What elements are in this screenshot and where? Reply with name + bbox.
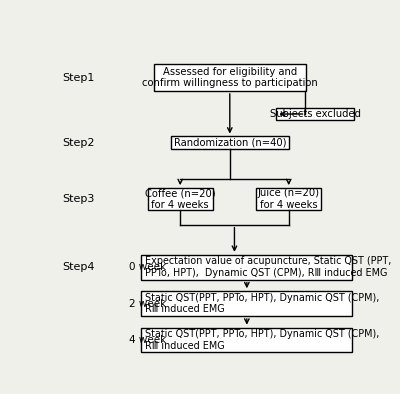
Text: Step3: Step3 [62,194,95,204]
Text: Step2: Step2 [62,138,95,148]
Text: Subjects excluded: Subjects excluded [270,109,360,119]
FancyBboxPatch shape [256,188,321,210]
FancyBboxPatch shape [276,108,354,121]
Text: 4 week: 4 week [129,335,166,345]
Text: Juice (n=20)
for 4 weeks: Juice (n=20) for 4 weeks [258,188,320,210]
FancyBboxPatch shape [142,327,352,353]
Text: Step4: Step4 [62,262,95,272]
Text: Expectation value of acupuncture, Static QST (PPT,
PPTo, HPT),  Dynamic QST (CPM: Expectation value of acupuncture, Static… [145,256,392,278]
FancyBboxPatch shape [171,136,289,149]
Text: Step1: Step1 [62,72,95,83]
FancyBboxPatch shape [154,64,306,91]
FancyBboxPatch shape [148,188,213,210]
Text: Assessed for eligibility and
confirm willingness to participation: Assessed for eligibility and confirm wil… [142,67,318,88]
Text: Static QST(PPT, PPTo, HPT), Dynamic QST (CPM),
RⅢ induced EMG: Static QST(PPT, PPTo, HPT), Dynamic QST … [145,329,380,351]
Text: Coffee (n=20)
for 4 weeks: Coffee (n=20) for 4 weeks [145,188,216,210]
FancyBboxPatch shape [142,255,352,280]
Text: Randomization (n=40): Randomization (n=40) [174,138,286,148]
Text: 0 week: 0 week [129,262,166,272]
Text: Static QST(PPT, PPTo, HPT), Dynamic QST (CPM),
RⅢ induced EMG: Static QST(PPT, PPTo, HPT), Dynamic QST … [145,293,380,314]
Text: 2 week: 2 week [129,299,166,309]
FancyBboxPatch shape [142,291,352,316]
